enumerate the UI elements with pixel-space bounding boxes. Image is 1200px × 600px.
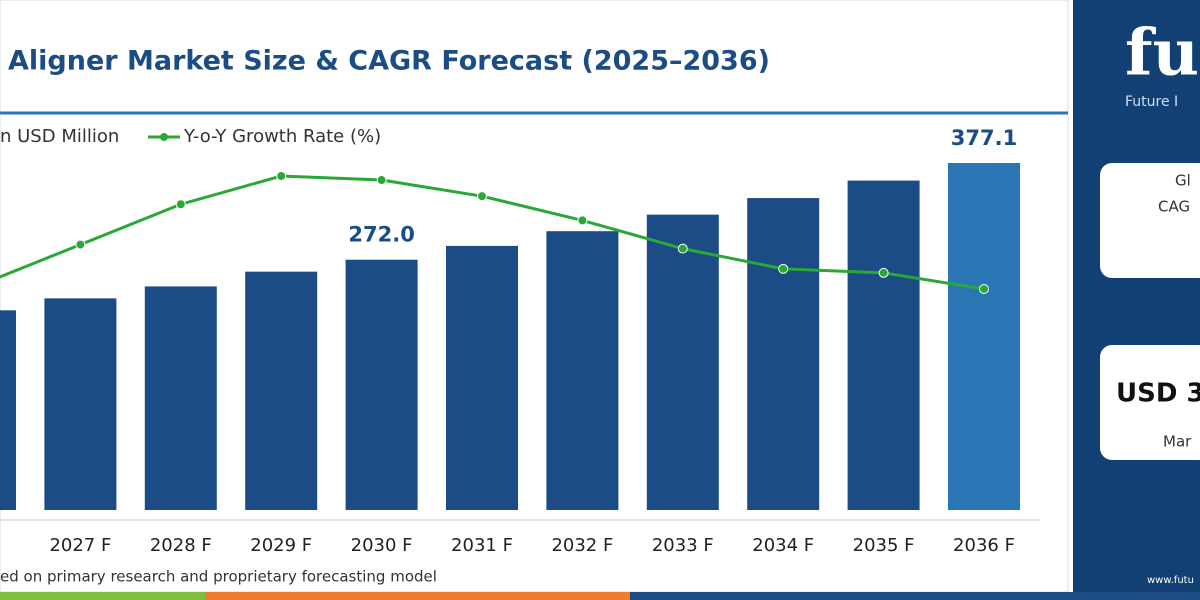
- card: [1100, 163, 1200, 278]
- card-text: Gl: [1175, 172, 1191, 190]
- x-tick-label: 2031 F: [451, 535, 513, 556]
- growth-point: [979, 284, 989, 294]
- bar: [446, 245, 518, 510]
- x-tick-label: 2033 F: [652, 535, 714, 556]
- growth-point: [677, 243, 688, 254]
- brand: Future I: [1125, 94, 1178, 110]
- card-text: CAG: [1158, 198, 1190, 216]
- bar: [747, 198, 820, 510]
- x-tick-label: 2034 F: [752, 535, 814, 556]
- bar: [144, 286, 217, 510]
- bar: [0, 310, 16, 510]
- growth-point: [175, 199, 186, 210]
- data-label: 272.0: [348, 223, 414, 247]
- growth-point: [778, 263, 789, 274]
- strip: [205, 592, 630, 600]
- x-tick-label: 2036 F: [953, 535, 1015, 556]
- bar: [345, 259, 418, 510]
- bar: [948, 163, 1020, 510]
- x-tick-label: 2035 F: [853, 535, 915, 556]
- card: [1100, 345, 1200, 460]
- growth-point: [75, 239, 86, 250]
- legend-label: Y-o-Y Growth Rate (%): [183, 126, 381, 147]
- strip: [0, 592, 205, 600]
- x-tick-label: 2029 F: [250, 535, 312, 556]
- strip: [630, 592, 1200, 600]
- x-tick-label: 2027 F: [49, 535, 111, 556]
- bar: [245, 271, 318, 510]
- growth-point: [477, 191, 487, 202]
- growth-point: [878, 267, 889, 278]
- x-tick-label: 2028 F: [150, 535, 212, 556]
- website: www.futu: [1147, 575, 1194, 586]
- data-label: 377.1: [951, 126, 1017, 150]
- chart-title: Aligner Market Size & CAGR Forecast (202…: [8, 46, 770, 77]
- x-tick-label: 2032 F: [551, 535, 613, 556]
- card-value: USD 3: [1116, 379, 1200, 409]
- legend: n USD Million Y-o-Y Growth Rate (%): [0, 126, 381, 147]
- legend-label: n USD Million: [0, 126, 119, 147]
- bar: [546, 231, 619, 510]
- growth-point: [577, 215, 588, 226]
- card-text: Mar: [1163, 433, 1192, 451]
- growth-point: [376, 175, 387, 186]
- growth-point: [276, 171, 287, 181]
- bar: [646, 214, 719, 510]
- side-panel: [1073, 0, 1200, 592]
- bar: [847, 180, 920, 510]
- source-note: ed on primary research and proprietary f…: [0, 568, 437, 586]
- bar: [44, 298, 117, 510]
- legend-swatch: [160, 133, 168, 141]
- x-tick-label: 2030 F: [351, 535, 413, 556]
- logo: fu: [1125, 16, 1199, 91]
